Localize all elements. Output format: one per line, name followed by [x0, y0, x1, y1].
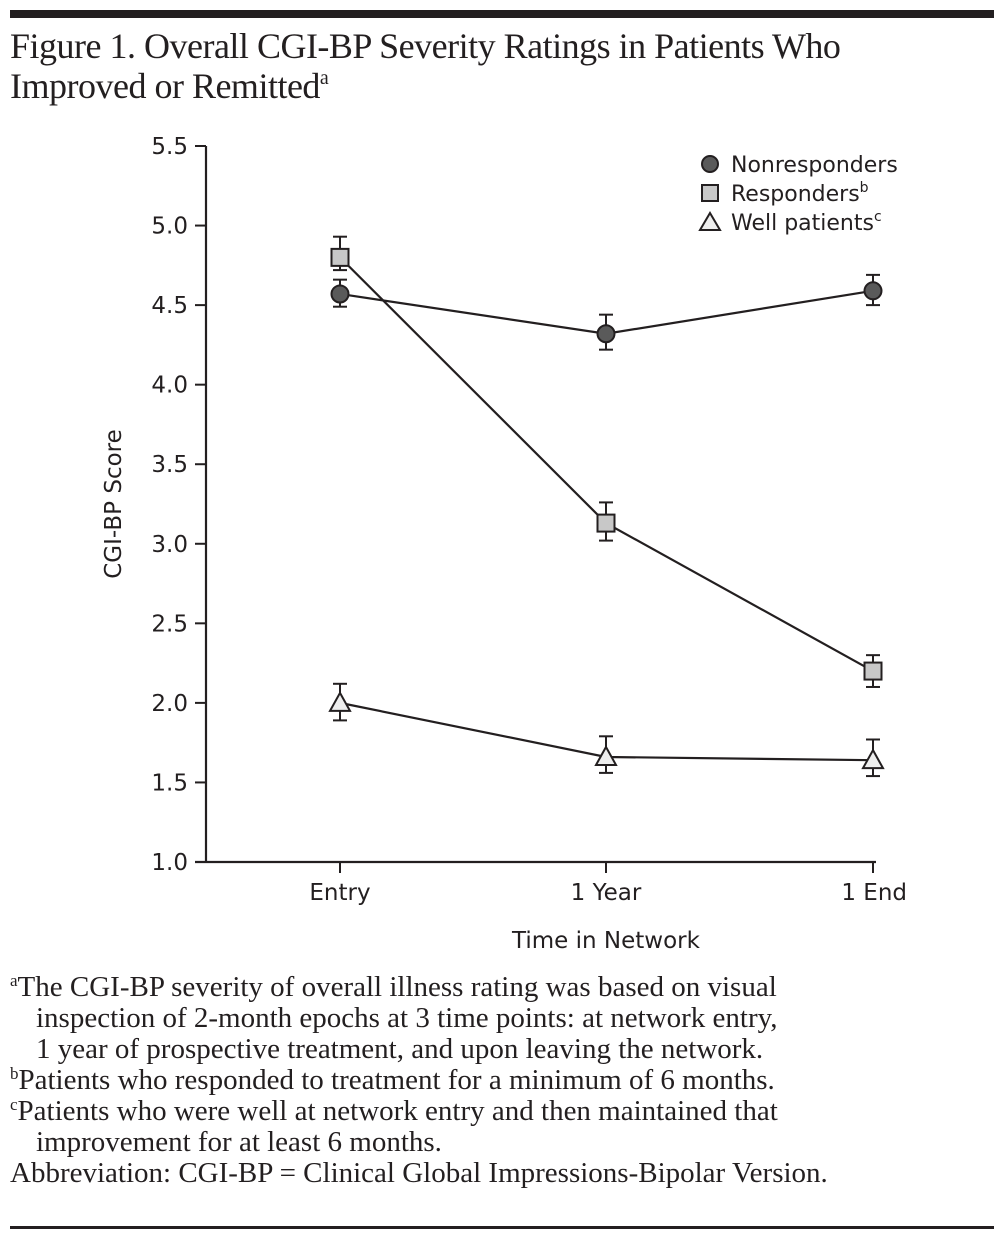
legend-item-responders: Respondersb — [701, 180, 869, 207]
series-nonresponders — [330, 273, 883, 351]
data-point-nonresponders — [596, 324, 616, 344]
footnote-a-marker: a — [10, 971, 18, 990]
y-axis-label: CGI-BP Score — [101, 429, 127, 579]
figure-title-line-2-text: Improved or Remitted — [10, 66, 320, 106]
y-tick-label: 5.5 — [151, 134, 188, 160]
data-point-well-patients — [594, 744, 618, 766]
footnotes: aThe CGI-BP severity of overall illness … — [10, 972, 994, 1189]
series-responders — [330, 235, 883, 688]
y-tick-label: 2.0 — [151, 691, 188, 717]
legend-label-footnote-marker: b — [860, 180, 869, 196]
legend-label-text: Well patients — [731, 211, 874, 236]
footnote-c: cPatients who were well at network entry… — [10, 1096, 994, 1127]
top-rule — [10, 10, 994, 18]
footnote-a-line-2: inspection of 2-month epochs at 3 time p… — [36, 1002, 778, 1034]
y-tick-label: 4.0 — [151, 373, 188, 399]
legend-square-icon — [701, 184, 719, 202]
x-tick-label: 1 Year — [571, 880, 642, 906]
footnote-c-line-1: Patients who were well at network entry … — [17, 1095, 778, 1127]
data-point-responders — [330, 247, 350, 267]
x-tick-label: Entry — [309, 880, 370, 906]
line-chart: 1.0 1.5 2.0 2.5 3.0 3.5 4.0 4.5 5.0 5.5 Entry 1 Yea… — [101, 134, 907, 954]
footnote-c-marker: c — [10, 1095, 18, 1114]
chart-series — [328, 235, 885, 778]
legend-triangle-icon — [698, 211, 722, 231]
y-tick-label: 3.0 — [151, 532, 188, 558]
chart-axes: 1.0 1.5 2.0 2.5 3.0 3.5 4.0 4.5 5.0 5.5 Entry 1 Yea… — [151, 134, 907, 906]
legend-label: Nonresponders — [731, 153, 898, 178]
y-tick-label: 5.0 — [151, 214, 188, 240]
x-tick-label: 1 End — [841, 880, 907, 906]
data-point-well-patients — [861, 748, 885, 770]
figure-title-line-2: Improved or Remitteda — [10, 66, 994, 106]
series-well-patients — [328, 682, 885, 778]
y-tick-label: 3.5 — [151, 452, 188, 478]
bottom-rule — [10, 1226, 994, 1229]
legend-item-well-patients: Well patientsc — [698, 209, 882, 236]
y-tick-label: 4.5 — [151, 293, 188, 319]
legend-circle-icon — [701, 155, 719, 173]
legend-label-text: Responders — [731, 182, 860, 207]
footnote-a-line-1: The CGI-BP severity of overall illness r… — [17, 971, 777, 1003]
figure-title-footnote-marker: a — [319, 67, 329, 89]
footnote-b: bPatients who responded to treatment for… — [10, 1065, 994, 1096]
y-tick-label: 1.0 — [151, 850, 188, 876]
legend-label: Well patientsc — [731, 209, 882, 236]
figure-title: Figure 1. Overall CGI-BP Severity Rating… — [10, 26, 994, 106]
legend-label-footnote-marker: c — [874, 209, 882, 225]
data-point-responders — [596, 513, 616, 533]
data-point-well-patients — [328, 690, 352, 712]
legend-label-text: Nonresponders — [731, 153, 898, 178]
data-point-nonresponders — [863, 281, 883, 301]
figure-title-line-1: Figure 1. Overall CGI-BP Severity Rating… — [10, 26, 841, 66]
legend-label: Respondersb — [731, 180, 869, 207]
x-axis-label: Time in Network — [511, 928, 701, 954]
footnote-b-line-1: Patients who responded to treatment for … — [18, 1064, 775, 1096]
footnote-a: aThe CGI-BP severity of overall illness … — [10, 972, 994, 1003]
footnote-b-marker: b — [10, 1064, 19, 1083]
footnote-abbreviation: Abbreviation: CGI-BP = Clinical Global I… — [10, 1157, 828, 1189]
y-tick-label: 2.5 — [151, 611, 188, 637]
data-point-responders — [863, 661, 883, 681]
footnote-a-line-3: 1 year of prospective treatment, and upo… — [36, 1033, 764, 1065]
footnote-c-line-2: improvement for at least 6 months. — [36, 1126, 442, 1158]
legend-item-nonresponders: Nonresponders — [701, 153, 898, 178]
data-point-nonresponders — [330, 284, 350, 304]
y-tick-label: 1.5 — [151, 770, 188, 796]
